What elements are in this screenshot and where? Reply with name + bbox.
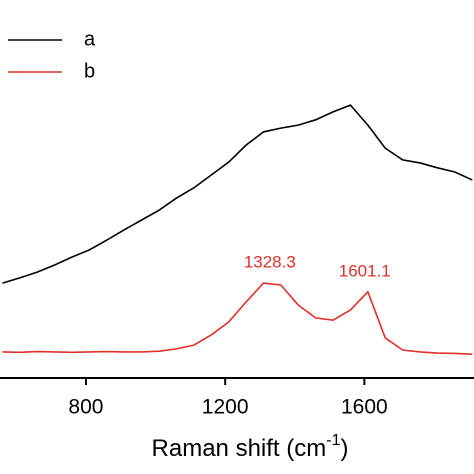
legend-label: b — [84, 60, 95, 82]
x-tick-label: 800 — [68, 396, 103, 419]
x-label-main: Raman shift (cm — [152, 435, 327, 462]
x-label-end: ) — [340, 435, 348, 462]
line-series — [2, 104, 473, 284]
line-series — [2, 282, 473, 355]
peak-annotation: 1328.3 — [244, 253, 296, 272]
x-tick-label: 1600 — [341, 396, 388, 419]
x-axis-label: Raman shift (cm-1) — [152, 432, 349, 462]
legend-label: a — [84, 28, 96, 50]
x-tick-label: 1200 — [202, 396, 249, 419]
peak-annotation: 1601.1 — [339, 261, 391, 280]
x-label-sup: -1 — [326, 432, 340, 449]
